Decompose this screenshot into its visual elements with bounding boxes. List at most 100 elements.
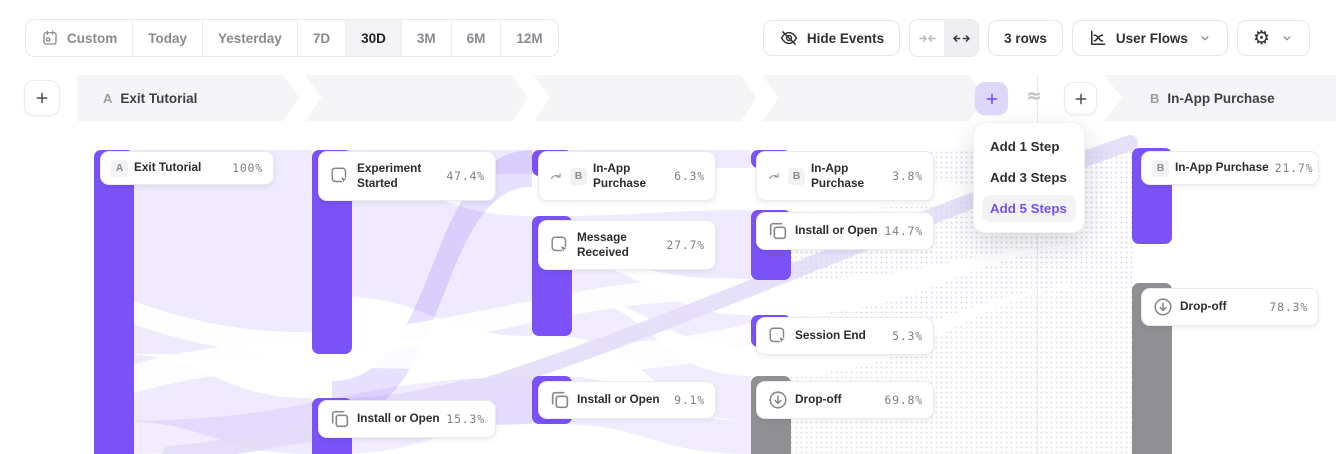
date-range-today[interactable]: Today xyxy=(132,20,203,56)
flow-node-card-drop-off[interactable]: Drop-off 69.8% xyxy=(756,381,934,419)
expand-flows-button[interactable] xyxy=(944,20,979,56)
add-step-start-button[interactable] xyxy=(24,80,60,116)
node-label: Session End xyxy=(795,328,866,343)
add-step-end-button[interactable] xyxy=(975,82,1008,115)
flow-step-segment xyxy=(763,75,986,121)
flow-step-segment xyxy=(534,75,757,121)
node-label: Install or Open xyxy=(795,223,878,238)
flow-node-card-experiment-started[interactable]: Experiment Started 47.4% xyxy=(318,151,496,201)
node-percent: 100% xyxy=(232,161,263,175)
flow-bar-exit-tutorial[interactable] xyxy=(94,150,134,454)
date-range-yesterday[interactable]: Yesterday xyxy=(202,20,297,56)
node-percent: 69.8% xyxy=(884,393,923,407)
series-a-badge: A xyxy=(103,90,113,106)
plus-icon xyxy=(986,93,997,104)
node-label: In-App Purchase xyxy=(811,160,865,190)
menu-item-add-5-steps[interactable]: Add 5 Steps xyxy=(982,195,1076,222)
node-percent: 9.1% xyxy=(674,393,705,407)
series-b-badge: B xyxy=(1150,90,1160,106)
click-icon xyxy=(329,165,351,187)
dropoff-icon xyxy=(1152,296,1174,318)
flow-divider-line xyxy=(1037,75,1038,454)
expand-arrows-icon xyxy=(952,34,970,42)
series-badge-b: B xyxy=(1152,159,1169,177)
flow-step-segment-a: A Exit Tutorial xyxy=(77,75,300,121)
date-range-selector: Custom Today Yesterday 7D 30D 3M 6M 12M xyxy=(25,19,559,57)
node-label: Experiment Started xyxy=(357,160,422,190)
date-range-label: 30D xyxy=(361,30,386,46)
dropoff-icon xyxy=(767,389,789,411)
node-label: Exit Tutorial xyxy=(134,160,202,175)
copies-icon xyxy=(549,389,571,411)
node-percent: 15.3% xyxy=(446,412,485,426)
flow-node-card-install-or-open[interactable]: Install or Open 15.3% xyxy=(318,400,496,438)
chevron-down-icon xyxy=(1280,31,1294,45)
series-badge-b: B xyxy=(788,167,805,185)
node-percent: 3.8% xyxy=(892,169,923,183)
date-range-custom[interactable]: Custom xyxy=(26,20,133,56)
redirect-icon xyxy=(549,169,564,184)
flow-node-card-in-app-purchase[interactable]: B In-App Purchase 21.7% xyxy=(1141,151,1319,185)
node-percent: 14.7% xyxy=(884,224,923,238)
flow-steps-band-a: A Exit Tutorial xyxy=(77,75,985,121)
node-percent: 5.3% xyxy=(892,329,923,343)
add-step-before-b-button[interactable] xyxy=(1064,82,1097,115)
add-step-menu: Add 1 Step Add 3 Steps Add 5 Steps xyxy=(973,122,1085,233)
node-label: Drop-off xyxy=(1180,299,1227,314)
date-range-label: 12M xyxy=(516,30,543,46)
date-range-label: 6M xyxy=(466,30,486,46)
flow-node-card-in-app-purchase[interactable]: B In-App Purchase 3.8% xyxy=(756,151,934,201)
node-percent: 27.7% xyxy=(666,238,705,252)
menu-item-add-3-steps[interactable]: Add 3 Steps xyxy=(990,170,1067,185)
flow-node-card-message-received[interactable]: Message Received 27.7% xyxy=(538,220,716,270)
node-label: In-App Purchase xyxy=(593,160,647,190)
flow-step-segment xyxy=(306,75,529,121)
date-range-label: 7D xyxy=(312,30,331,46)
collapse-flows-button[interactable] xyxy=(910,20,945,56)
date-range-label: Today xyxy=(148,30,188,46)
flow-node-card-drop-off[interactable]: Drop-off 78.3% xyxy=(1141,288,1319,326)
date-range-7d[interactable]: 7D xyxy=(296,20,346,56)
rows-button[interactable]: 3 rows xyxy=(988,20,1063,56)
approx-join-symbol: ≈ xyxy=(1026,85,1042,107)
flow-node-card-in-app-purchase[interactable]: B In-App Purchase 6.3% xyxy=(538,151,716,201)
date-range-12m[interactable]: 12M xyxy=(500,20,558,56)
date-range-3m[interactable]: 3M xyxy=(400,20,451,56)
collapse-arrows-icon xyxy=(918,34,936,42)
flow-node-card-install-or-open[interactable]: Install or Open 14.7% xyxy=(756,212,934,250)
gear-icon: ⚙ xyxy=(1252,26,1270,49)
copies-icon xyxy=(767,220,789,242)
node-percent: 6.3% xyxy=(674,169,705,183)
calendar-icon xyxy=(41,29,59,47)
view-selector-label: User Flows xyxy=(1115,30,1188,46)
click-icon xyxy=(767,325,789,347)
flow-node-card-session-end[interactable]: Session End 5.3% xyxy=(756,317,934,355)
date-range-label: Yesterday xyxy=(218,30,282,46)
click-icon xyxy=(549,234,571,256)
node-label: Message Received xyxy=(577,229,629,259)
node-label: In-App Purchase xyxy=(1175,160,1269,175)
toolbar-right-cluster: Hide Events 3 rows User Flows ⚙ xyxy=(762,19,1310,57)
flow-node-card-exit-tutorial[interactable]: A Exit Tutorial 100% xyxy=(100,151,274,185)
hide-events-label: Hide Events xyxy=(806,30,885,46)
series-badge-b: B xyxy=(570,167,587,185)
chevron-down-icon xyxy=(1198,31,1212,45)
plus-icon xyxy=(36,92,48,104)
node-percent: 78.3% xyxy=(1269,300,1308,314)
node-percent: 47.4% xyxy=(446,169,485,183)
collapse-expand-toggle xyxy=(909,19,980,57)
redirect-icon xyxy=(767,169,782,184)
rows-label: 3 rows xyxy=(1004,30,1047,46)
view-selector-button[interactable]: User Flows xyxy=(1071,20,1228,56)
settings-button[interactable]: ⚙ xyxy=(1236,20,1310,56)
node-percent: 21.7% xyxy=(1274,161,1314,175)
menu-item-add-1-step[interactable]: Add 1 Step xyxy=(990,139,1060,154)
series-a-label: Exit Tutorial xyxy=(120,90,198,106)
date-range-label: Custom xyxy=(67,30,118,46)
flow-node-card-install-or-open[interactable]: Install or Open 9.1% xyxy=(538,381,716,419)
date-range-6m[interactable]: 6M xyxy=(450,20,501,56)
date-range-30d[interactable]: 30D xyxy=(345,20,401,56)
copies-icon xyxy=(329,408,351,430)
hide-events-button[interactable]: Hide Events xyxy=(762,20,901,56)
